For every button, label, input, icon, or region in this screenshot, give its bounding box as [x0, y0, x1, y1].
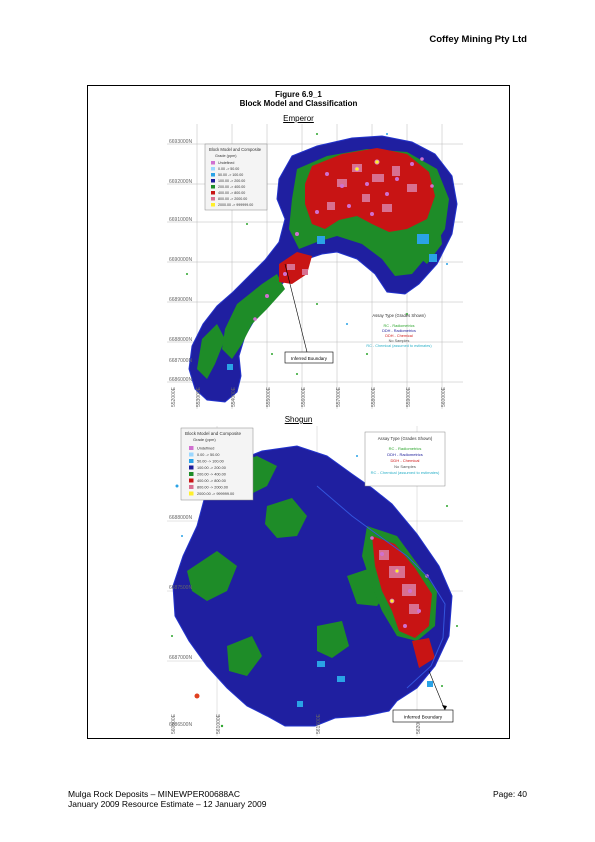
easting-label: 553000E [196, 386, 202, 407]
easting-label: 561000E [216, 713, 222, 734]
emperor-assay-legend: Assay Type (Grades Shown) RC - Radiometr… [366, 313, 432, 348]
northing-label: 6690000N [169, 257, 192, 263]
legend-title: Block Model and Composite [185, 431, 242, 436]
legend-item: 100.00 -> 200.00 [197, 466, 226, 470]
northing-label: 6686500N [169, 722, 192, 728]
easting-label: 560500E [171, 713, 177, 734]
legend-subtitle: Grade (ppm) [193, 437, 216, 442]
emperor-grade-legend: Block Model and Composite Grade (ppm) Un… [204, 143, 268, 211]
northing-label: 6687000N [169, 655, 192, 661]
easting-label: 561500E [316, 713, 322, 734]
legend-item: 100.00 -> 200.00 [218, 179, 245, 183]
legend-item: Undefined [218, 161, 234, 165]
shogun-boundary-line [316, 485, 446, 689]
emperor-northing-labels: 6693000N 6692000N 6691000N 6690000N 6689… [169, 139, 192, 383]
assay-item: DDH - Chemical [391, 458, 420, 463]
legend-item: 800.00 -> 2000.00 [218, 197, 247, 201]
assay-item: RC - Chemical (assumed to estimates) [371, 470, 440, 475]
legend-item: Undefined [197, 447, 214, 451]
legend-item: 50.00 -> 100.00 [218, 173, 243, 177]
page-number: Page: 40 [492, 789, 527, 799]
northing-label: 6689000N [169, 297, 192, 303]
shogun-easting-labels: 560500E 561000E 561500E 562000E [171, 713, 422, 734]
easting-label: 555000E [266, 386, 272, 407]
emperor-cyan-cells [227, 234, 437, 370]
footer-line-1: Mulga Rock Deposits – MINEWPER00688AC [68, 789, 240, 799]
assay-item: RC - Radiometrics [389, 446, 422, 451]
figure-number: Figure 6.9_1 [275, 90, 322, 99]
emperor-map: 6693000N 6692000N 6691000N 6690000N 6689… [167, 124, 463, 409]
assay-title: Assay Type (Grades Shown) [378, 436, 433, 441]
shogun-northing-labels: 6688000N 6687500N 6687000N 6686500N [169, 515, 192, 728]
assay-item: DDH - Radiometrics [387, 452, 423, 457]
assay-item: DDH - Chemical [385, 334, 413, 338]
boundary-label: Inferred Boundary [404, 715, 443, 721]
emperor-easting-labels: 552000E 553000E 554000E 555000E 556000E … [171, 386, 447, 407]
assay-item: No Samples [394, 464, 416, 469]
easting-label: 554000E [231, 386, 237, 407]
legend-item: 2000.00 -> 999999.00 [197, 492, 234, 496]
legend-item: 800.00 -> 2000.00 [197, 486, 228, 490]
shogun-grade-legend: Block Model and Composite Grade (ppm) Un… [180, 427, 254, 501]
emperor-boundary-callout: Inferred Boundary [284, 263, 334, 364]
emperor-red-zones [279, 148, 435, 284]
northing-label: 6687000N [169, 358, 192, 364]
legend-subtitle: Grade (ppm) [215, 154, 237, 158]
easting-label: 562000E [416, 713, 422, 734]
assay-title: Assay Type (Grades Shown) [372, 313, 426, 318]
figure-title: Block Model and Classification [239, 99, 358, 108]
assay-item: RC - Chemical (assumed to estimates) [366, 344, 432, 348]
legend-title: Block Model and Composite [209, 147, 262, 152]
emperor-subtitle: Emperor [283, 114, 314, 123]
legend-item: 0.00 -> 50.00 [197, 453, 219, 457]
easting-label: 558000E [371, 386, 377, 407]
shogun-assay-legend: Assay Type (Grades Shown) RC - Radiometr… [364, 431, 446, 487]
northing-label: 6693000N [169, 139, 192, 145]
shogun-subtitle: Shogun [284, 415, 313, 424]
legend-item: 200.00 -> 400.00 [218, 185, 245, 189]
easting-label: 556000E [301, 386, 307, 407]
footer-line-2: January 2009 Resource Estimate – 12 Janu… [68, 799, 267, 809]
emperor-drillholes [253, 157, 434, 321]
figure-frame: Figure 6.9_1 Block Model and Classificat… [87, 85, 510, 739]
company-name: Coffey Mining Pty Ltd [429, 34, 527, 45]
legend-item: 400.00 -> 800.00 [218, 191, 245, 195]
easting-label: 557000E [336, 386, 342, 407]
northing-label: 6691000N [169, 217, 192, 223]
footer-document-info: Mulga Rock Deposits – MINEWPER00688AC Ja… [68, 789, 266, 809]
northing-label: 6686000N [169, 377, 192, 383]
legend-item: 0.00 -> 50.00 [218, 167, 239, 171]
legend-item: 2000.00 -> 999999.00 [218, 203, 253, 207]
legend-item: 400.00 -> 800.00 [197, 479, 226, 483]
legend-item: 200.00 -> 400.00 [197, 473, 226, 477]
easting-label: 552000E [171, 386, 177, 407]
assay-item: No Samples [389, 339, 410, 343]
easting-label: 559000E [406, 386, 412, 407]
legend-item: 50.00 -> 100.00 [197, 460, 224, 464]
shogun-map: 6688000N 6687500N 6687000N 6686500N 5605… [167, 426, 463, 736]
easting-label: 560000E [441, 386, 447, 407]
shogun-cyan-cells [297, 661, 433, 707]
northing-label: 6692000N [169, 179, 192, 185]
assay-item: RC - Radiometrics [383, 324, 414, 328]
northing-label: 6687500N [169, 585, 192, 591]
assay-item: DDH - Radiometrics [382, 329, 416, 333]
boundary-label: Inferred Boundary [291, 356, 328, 361]
northing-label: 6688000N [169, 515, 192, 521]
northing-label: 6688000N [169, 337, 192, 343]
shogun-boundary-callout: Inferred Boundary [392, 670, 454, 723]
